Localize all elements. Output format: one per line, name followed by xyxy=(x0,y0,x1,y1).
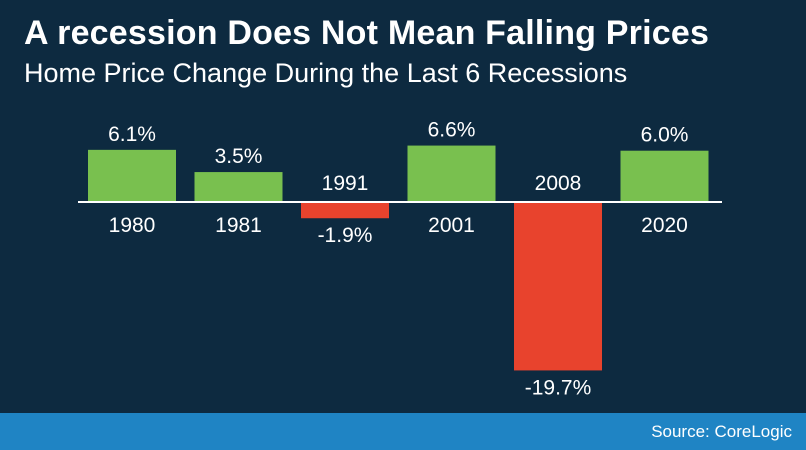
category-label-2001: 2001 xyxy=(428,214,475,237)
bar-1980 xyxy=(88,149,176,202)
bar-2008 xyxy=(514,202,602,371)
footer-bar: Source: CoreLogic xyxy=(0,413,806,450)
value-label-2001: 6.6% xyxy=(428,119,476,142)
bar-2001 xyxy=(407,145,496,202)
category-label-1980: 1980 xyxy=(109,214,156,237)
value-label-1981: 3.5% xyxy=(215,145,263,168)
category-label-2020: 2020 xyxy=(641,214,688,237)
chart-title: A recession Does Not Mean Falling Prices xyxy=(24,14,710,52)
source-note: Source: CoreLogic xyxy=(651,422,792,441)
bar-2020 xyxy=(620,150,709,202)
bar-1981 xyxy=(194,172,283,202)
chart-subtitle: Home Price Change During the Last 6 Rece… xyxy=(24,58,628,88)
value-label-2008: -19.7% xyxy=(525,376,592,399)
value-label-1980: 6.1% xyxy=(108,123,156,146)
category-label-2008: 2008 xyxy=(535,172,582,195)
bar-1991 xyxy=(301,202,389,219)
value-label-1991: -1.9% xyxy=(318,224,373,247)
category-label-1981: 1981 xyxy=(215,214,262,237)
category-label-1991: 1991 xyxy=(322,172,369,195)
value-label-2020: 6.0% xyxy=(641,124,689,147)
